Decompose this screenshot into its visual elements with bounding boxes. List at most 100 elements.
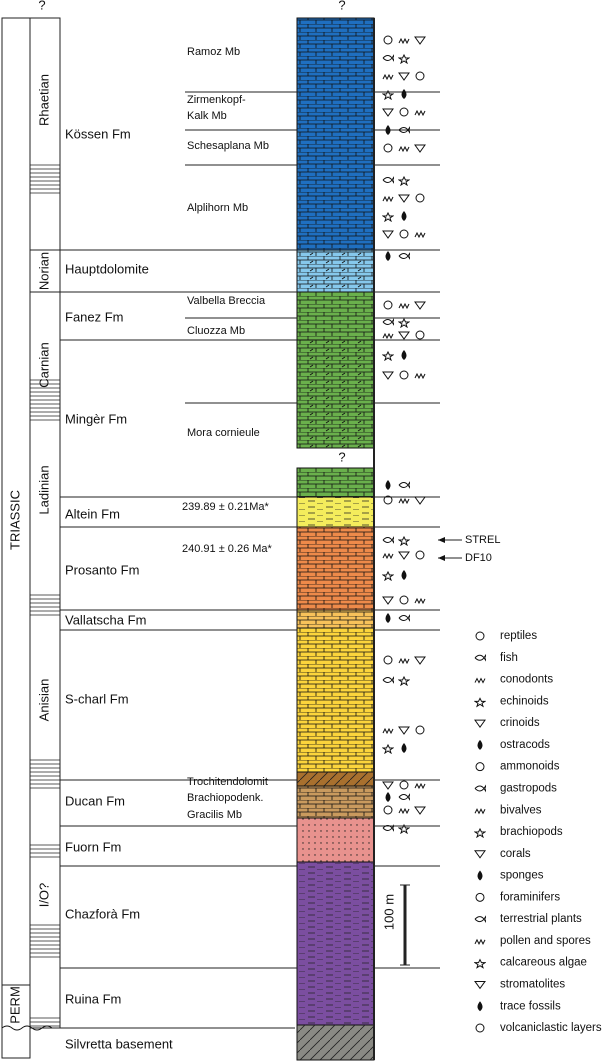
formation-label: S-charl Fm (65, 691, 129, 706)
member-label: Trochitendolomit (187, 776, 268, 788)
fossil-icon (401, 89, 407, 99)
legend-label: gastropods (500, 782, 557, 794)
legend-icon (474, 959, 486, 969)
member-label: Gracilis Mb (187, 809, 242, 821)
sample-label: DF10 (465, 552, 492, 564)
system-label: TRIASSIC (7, 490, 22, 550)
fossil-icon (415, 330, 425, 340)
legend-icon (477, 739, 483, 750)
legend-icon (474, 808, 486, 814)
fossil-icon (414, 144, 426, 153)
lithology-pattern (297, 610, 374, 628)
fossil-icon (382, 318, 394, 326)
fossil-icon (414, 496, 426, 505)
fossil-icon (382, 676, 394, 684)
legend-label: ammonoids (500, 761, 560, 773)
stage-label: Carnian (36, 342, 51, 388)
fossil-icon (383, 143, 393, 153)
legend-label: trace fossils (500, 1000, 561, 1012)
frame (1, 17, 295, 1059)
boundaries (1, 91, 440, 1031)
lithology-pattern (297, 340, 374, 448)
member-label: Brachiopodenk. (187, 792, 263, 804)
legend-label: calcareous algae (500, 957, 587, 969)
legend-icon (474, 784, 486, 792)
legend-icon (474, 939, 486, 945)
formation-label: Altein Fm (65, 506, 120, 521)
formation-label: Vallatscha Fm (65, 612, 146, 627)
scale-bar: 100 m (381, 884, 410, 966)
fossil-icon (382, 744, 394, 754)
fossil-icon (415, 193, 425, 203)
legend-icon (474, 654, 486, 662)
lithology-pattern (297, 1025, 374, 1060)
legend-label: ostracods (500, 739, 550, 751)
formation-label: Chazforà Fm (65, 906, 140, 921)
legend-icon (474, 697, 486, 707)
fossil-icon (382, 536, 394, 544)
formation-label: Mingèr Fm (65, 411, 127, 426)
member-label: Valbella Breccia (187, 295, 266, 307)
fossil-icon (401, 570, 407, 580)
fossil-icon (383, 805, 393, 815)
fossil-icon (382, 212, 394, 222)
legend-icon (475, 631, 485, 641)
stage-label: Anisian (36, 679, 51, 722)
member-label: Alplihorn Mb (187, 202, 248, 214)
fossil-icon (401, 211, 407, 221)
formation-label: Fuorn Fm (65, 839, 121, 854)
legend-label: sponges (500, 870, 544, 882)
fossil-icon (382, 351, 394, 361)
question-mark: ? (38, 0, 45, 12)
formation-label: Silvretta basement (65, 1036, 173, 1051)
legend-label: bivalves (500, 804, 542, 816)
member-label: Zirmenkopf- (187, 94, 246, 106)
fossil-icon (382, 571, 394, 581)
question-mark: ? (338, 0, 345, 12)
legend-label: volcaniclastic layers (500, 1022, 602, 1034)
legend-label: stromatolites (500, 978, 565, 990)
fossil-icon (382, 108, 394, 117)
fossil-icon (414, 36, 426, 45)
formation-label: Fanez Fm (65, 309, 124, 324)
age-label: 240.91 ± 0.26 Ma* (182, 543, 273, 555)
formation-label: Hauptdolomite (65, 261, 149, 276)
fossil-icon (383, 655, 393, 665)
stage-label: Rhaetian (36, 74, 51, 126)
fossil-icon (398, 676, 410, 686)
legend-icon (475, 892, 485, 902)
fossil-icon (414, 232, 426, 238)
fossil-column (382, 35, 426, 834)
lithology-pattern (297, 818, 374, 862)
fossil-icon (382, 728, 394, 734)
fossil-icon (385, 251, 391, 261)
fossil-icon (414, 806, 426, 815)
fossil-icon (382, 196, 394, 202)
lithology-pattern (297, 786, 374, 818)
fossil-icon (398, 146, 410, 152)
legend-label: corals (500, 848, 531, 860)
fossil-icon (385, 613, 391, 623)
fossil-icon (399, 595, 409, 605)
fossil-icon (382, 176, 394, 184)
sample-arrows (438, 537, 462, 561)
fossil-icon (399, 107, 409, 117)
lithology-pattern (297, 497, 374, 527)
fossil-icon (414, 783, 426, 789)
fossil-icon (382, 371, 394, 380)
fossil-icon (414, 110, 426, 116)
member-label: Ramoz Mb (187, 46, 240, 58)
fossil-icon (398, 658, 410, 664)
fossil-icon (414, 301, 426, 310)
fossil-icon (385, 792, 391, 802)
legend-icon (474, 850, 486, 859)
fossil-icon (382, 333, 394, 339)
unconformity (1, 1025, 53, 1031)
legend-icon (474, 980, 486, 989)
lithology-pattern (297, 527, 374, 610)
fossil-icon (398, 194, 410, 203)
fossil-icon (415, 725, 425, 735)
stage-label: I/O? (36, 883, 51, 908)
question-mark: ? (338, 449, 345, 464)
